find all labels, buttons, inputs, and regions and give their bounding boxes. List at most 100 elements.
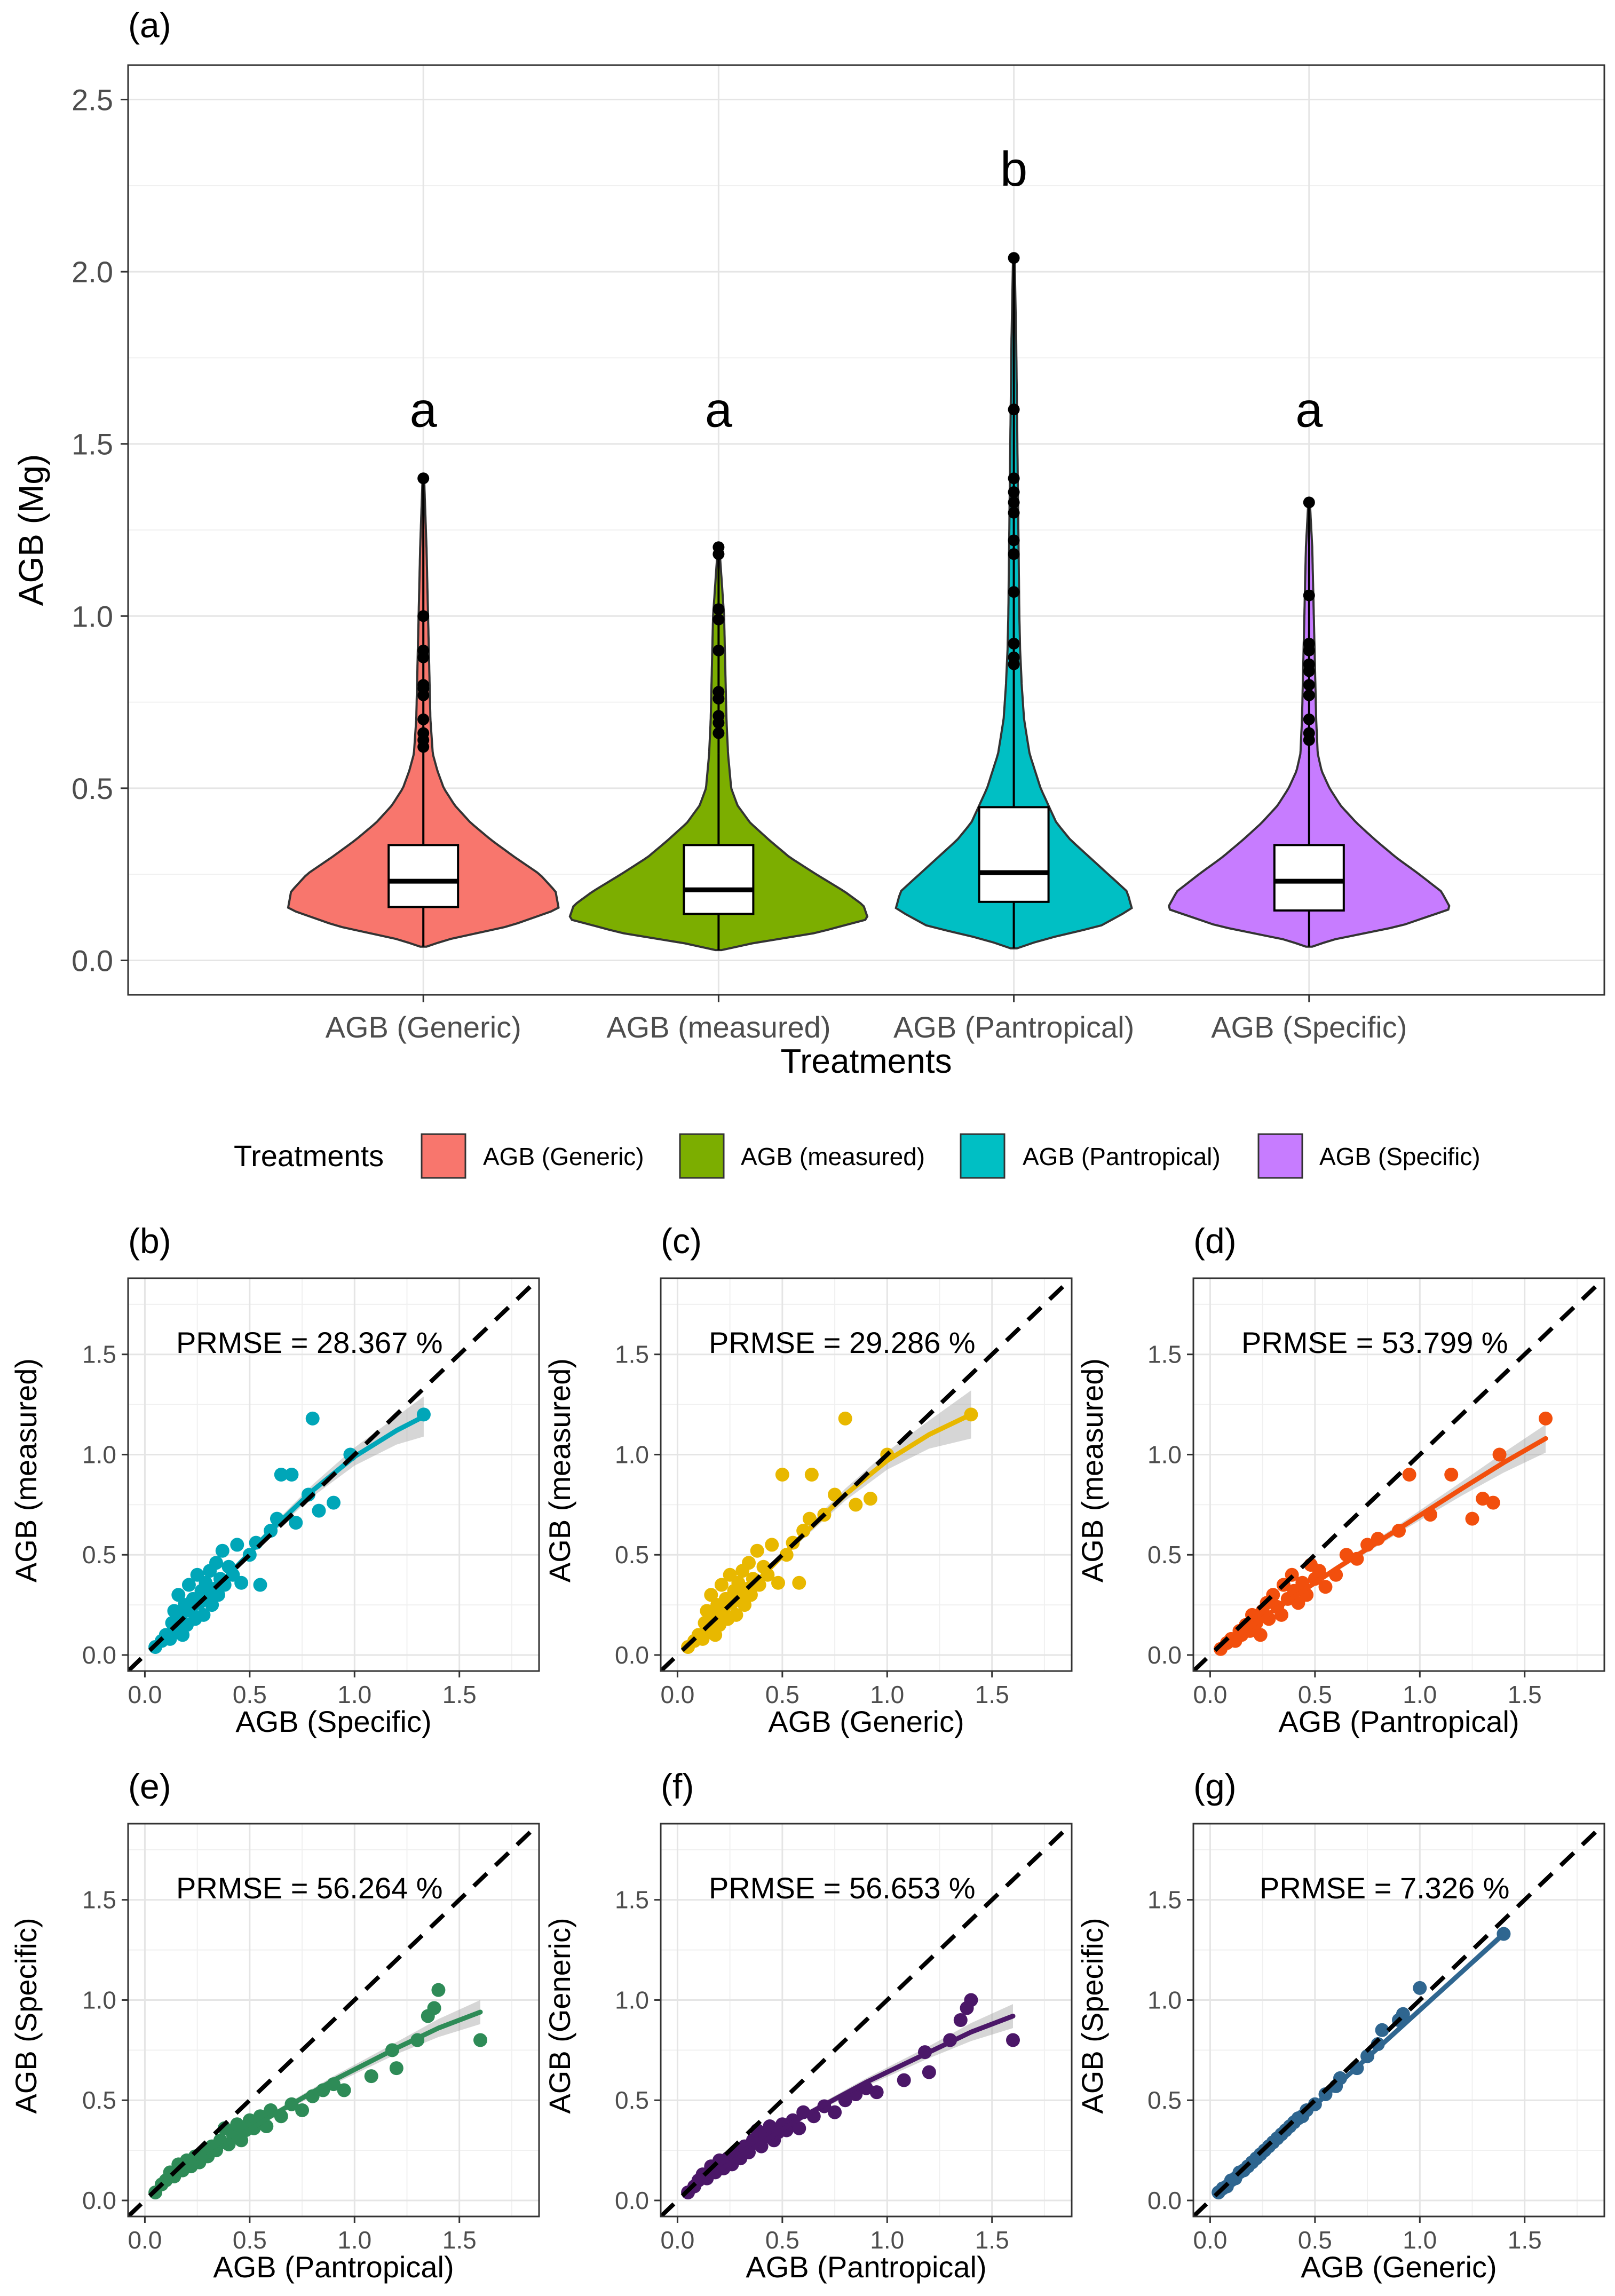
x-axis-title: AGB (Pantropical) bbox=[213, 2250, 454, 2284]
outlier-point bbox=[712, 603, 725, 615]
tick-label: AGB (Pantropical) bbox=[893, 1010, 1134, 1044]
plot-area: 0.0 0.5 1.0 1.5 0.0 0.5 1.0 1.5 bbox=[82, 1277, 540, 1708]
tick-label: 2.0 bbox=[72, 255, 113, 289]
significance-letter: a bbox=[705, 383, 733, 437]
legend-label: AGB (Pantropical) bbox=[1023, 1143, 1221, 1170]
one-to-one-line bbox=[128, 1278, 539, 1671]
data-point bbox=[305, 1411, 320, 1426]
x-axis-title: AGB (Generic) bbox=[1301, 2250, 1497, 2284]
y-tick-label: 1.5 bbox=[1147, 1341, 1182, 1368]
significance-letter: a bbox=[1295, 383, 1323, 437]
legend-swatch bbox=[679, 1133, 725, 1179]
y-axis-title: AGB (Generic) bbox=[543, 1918, 576, 2113]
data-point bbox=[364, 2069, 378, 2084]
x-tick-label: 0.5 bbox=[1298, 1681, 1332, 1708]
x-tick-label: 1.5 bbox=[442, 2226, 477, 2254]
outlier-point bbox=[417, 472, 430, 485]
data-point bbox=[1318, 1580, 1333, 1594]
prmse-label: PRMSE = 56.653 % bbox=[709, 1871, 976, 1905]
outlier-point bbox=[1303, 658, 1315, 670]
data-point bbox=[1274, 1608, 1288, 1622]
legend-label: AGB (measured) bbox=[741, 1143, 925, 1170]
data-point bbox=[922, 2065, 936, 2079]
x-tick-label: 1.5 bbox=[1508, 2226, 1542, 2254]
box bbox=[978, 806, 1050, 903]
outliers bbox=[417, 252, 1315, 753]
data-point bbox=[1375, 2023, 1389, 2037]
y-axis-title: AGB (Mg) bbox=[12, 454, 50, 606]
data-point bbox=[704, 1588, 718, 1602]
panel-label-e: (e) bbox=[128, 1767, 171, 1806]
outlier-point bbox=[1008, 472, 1020, 485]
y-tick-label: 1.5 bbox=[615, 1886, 649, 1914]
outlier-point bbox=[1008, 486, 1020, 498]
significance-letter: a bbox=[410, 383, 438, 437]
plot-layer bbox=[661, 1824, 1072, 2216]
x-tick-label: 1.5 bbox=[442, 1681, 477, 1708]
data-point bbox=[389, 2061, 403, 2076]
legend-swatch bbox=[1257, 1133, 1303, 1179]
data-point bbox=[327, 1495, 341, 1510]
y-tick-label: 0.5 bbox=[82, 2086, 116, 2114]
outlier-point bbox=[417, 644, 430, 656]
legend: Treatments AGB (Generic) AGB (measured) … bbox=[234, 1133, 1481, 1179]
outlier-point bbox=[1303, 689, 1315, 701]
plot-layer bbox=[1193, 1278, 1604, 1671]
data-point bbox=[729, 1608, 743, 1622]
x-tick-label: 1.0 bbox=[870, 1681, 904, 1708]
y-tick-label: 0.0 bbox=[82, 1641, 116, 1669]
data-point bbox=[1486, 1495, 1500, 1510]
data-point bbox=[775, 1468, 789, 1482]
outlier-point bbox=[1008, 403, 1020, 416]
plot-border bbox=[1192, 1277, 1605, 1672]
y-tick-label: 1.0 bbox=[1147, 1440, 1182, 1468]
x-tick-label: 0.5 bbox=[1298, 2226, 1332, 2254]
fit-line bbox=[683, 2014, 1016, 2195]
tick-label: 1.0 bbox=[72, 599, 113, 633]
data-point bbox=[289, 1516, 303, 1530]
x-tick-label: 0.0 bbox=[660, 2226, 694, 2254]
panel-label-g: (g) bbox=[1193, 1767, 1237, 1806]
x-tick-label: 0.5 bbox=[765, 2226, 799, 2254]
outlier-point bbox=[417, 713, 430, 725]
data-point bbox=[897, 2073, 911, 2087]
data-point bbox=[849, 1498, 863, 1512]
prmse-label: PRMSE = 7.326 % bbox=[1260, 1871, 1509, 1905]
data-point bbox=[804, 1468, 819, 1482]
y-tick-label: 0.0 bbox=[1147, 1641, 1182, 1669]
data-point bbox=[181, 1578, 196, 1592]
prmse-label: PRMSE = 56.264 % bbox=[176, 1871, 443, 1905]
plot-layer bbox=[661, 1278, 1072, 1671]
legend-swatch bbox=[960, 1133, 1006, 1179]
data-point bbox=[1006, 2033, 1020, 2047]
tick-label: AGB (measured) bbox=[606, 1010, 830, 1044]
data-point bbox=[253, 1578, 267, 1592]
outlier-point bbox=[712, 644, 725, 656]
data-point bbox=[1492, 1447, 1507, 1462]
x-tick-label: 0.5 bbox=[765, 1681, 799, 1708]
legend-item-pantropical: AGB (Pantropical) bbox=[960, 1133, 1221, 1179]
data-point bbox=[295, 2103, 310, 2117]
plot-layer bbox=[1193, 1824, 1604, 2216]
legend-item-measured: AGB (measured) bbox=[679, 1133, 925, 1179]
tick-label: 0.0 bbox=[72, 944, 113, 977]
data-point bbox=[215, 1543, 229, 1558]
boxplots bbox=[387, 258, 1345, 951]
plot-area: 0.0 0.5 1.0 1.5 0.0 0.5 1.0 1.5 bbox=[82, 1823, 540, 2254]
plot-area: 0.0 0.5 1.0 1.5 0.0 0.5 1.0 1.5 bbox=[1147, 1277, 1605, 1708]
plot-layer bbox=[128, 1278, 539, 1671]
y-tick-label: 1.0 bbox=[82, 1440, 116, 1468]
data-point bbox=[196, 1608, 211, 1622]
y-tick-label: 0.0 bbox=[1147, 2187, 1182, 2214]
scatter-panel-g: (g) 0.0 0.5 1.0 1.5 0.0 0.5 1.0 1.5 AGB (Generi… bbox=[1075, 1767, 1605, 2284]
outlier-point bbox=[712, 541, 725, 553]
plot-layer bbox=[128, 1824, 539, 2216]
fit-line bbox=[1216, 1436, 1548, 1652]
x-tick-label: 1.0 bbox=[337, 1681, 371, 1708]
outlier-point bbox=[712, 686, 725, 698]
data-point bbox=[828, 2105, 842, 2119]
data-point bbox=[1476, 1492, 1490, 1506]
panel-label-b: (b) bbox=[128, 1221, 171, 1261]
one-to-one-line bbox=[1193, 1824, 1604, 2216]
outlier-point bbox=[1303, 713, 1315, 725]
